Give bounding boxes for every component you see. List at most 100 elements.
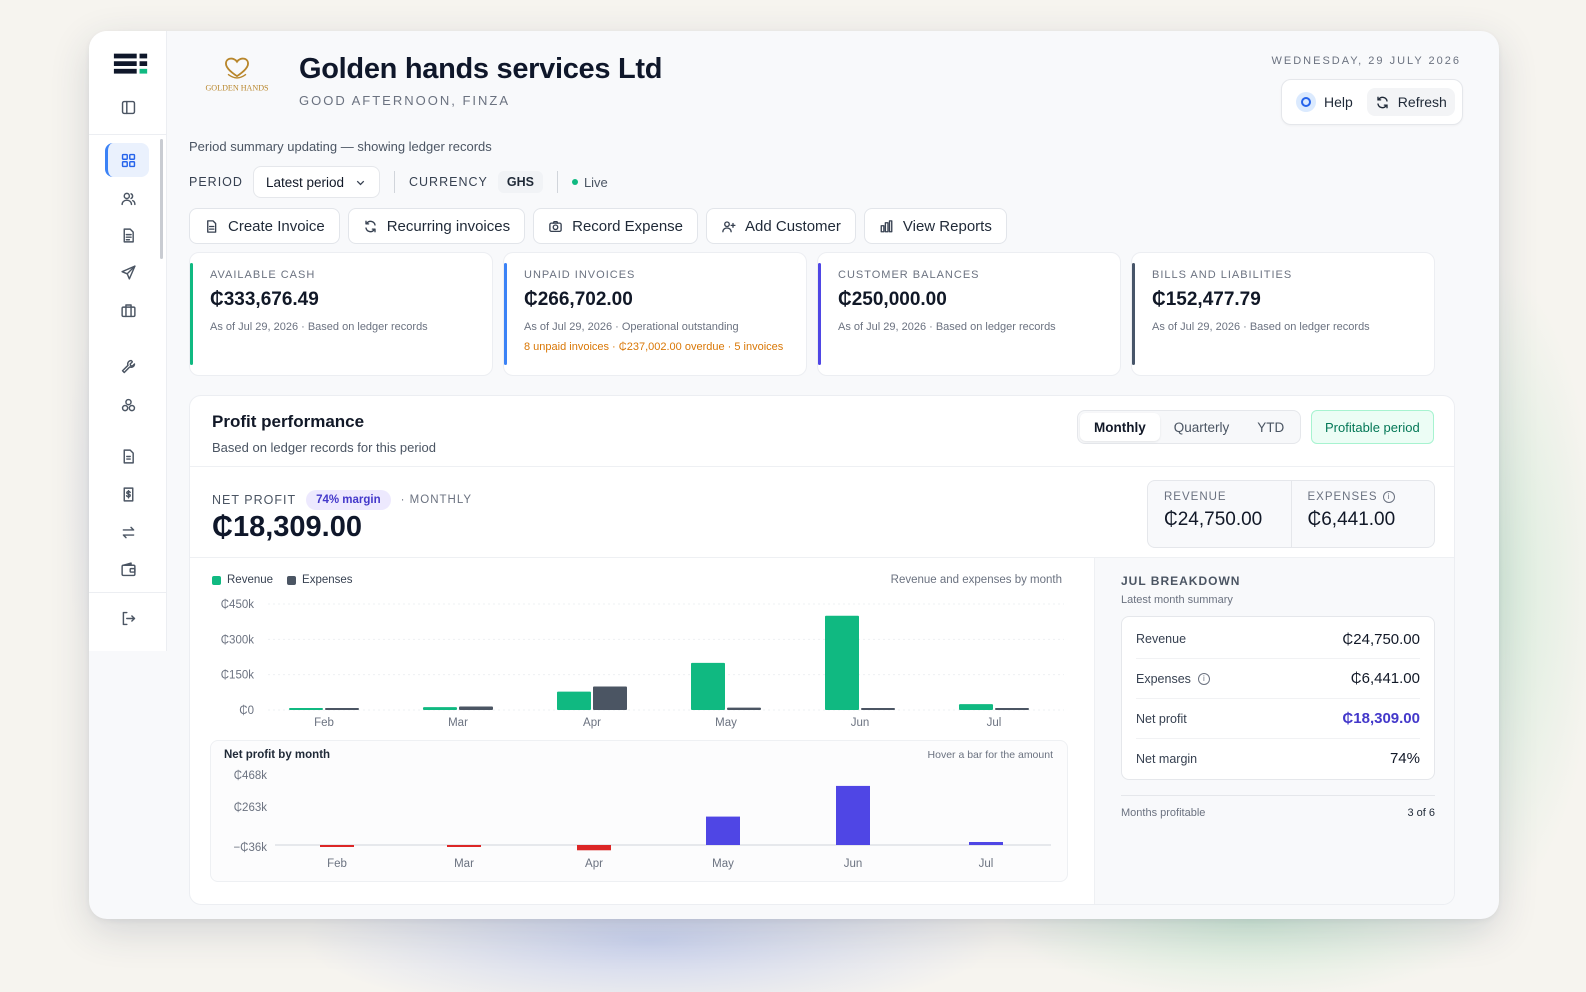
kpi-unpaid-invoices[interactable]: UNPAID INVOICES ₵266,702.00 As of Jul 29… — [503, 252, 807, 376]
sidebar-item-send[interactable] — [113, 257, 143, 287]
chart-area: ₵450k ₵300k ₵150k ₵0 Feb Mar Apr May Jun Jul Reve… — [190, 558, 1094, 904]
x-tick-label: Jun — [851, 717, 870, 729]
record-expense-button[interactable]: Record Expense — [533, 208, 699, 244]
sidebar-item-transfers[interactable] — [113, 517, 143, 547]
breakdown-subtitle: Latest month summary — [1121, 594, 1233, 606]
section-subtitle: Based on ledger records for this period — [212, 440, 437, 455]
tab-ytd[interactable]: YTD — [1257, 419, 1285, 435]
expenses-bar — [325, 708, 359, 710]
period-label: PERIOD — [189, 175, 243, 189]
sidebar-item-invoices[interactable] — [113, 220, 143, 250]
sidebar-item-wallet[interactable] — [113, 554, 143, 584]
app-window: GOLDEN HANDS Golden hands services Ltd G… — [89, 31, 1499, 919]
kpi-value: ₵333,676.49 — [210, 289, 319, 310]
expenses-bar — [861, 708, 895, 710]
transfer-icon — [122, 526, 134, 538]
breakdown-row-revenue: Revenue ₵24,750.00 — [1136, 630, 1420, 648]
months-profitable: Months profitable 3 of 6 — [1121, 807, 1435, 819]
recurring-invoices-button[interactable]: Recurring invoices — [347, 208, 526, 244]
kpi-value: ₵250,000.00 — [838, 289, 947, 310]
breakdown-card: Revenue ₵24,750.00 Expenses i ₵6,441.00 N… — [1121, 616, 1435, 780]
chart-caption: Revenue and expenses by month — [890, 574, 1062, 586]
x-tick-label: May — [712, 858, 734, 870]
sidebar-item-billing[interactable] — [113, 479, 143, 509]
net-profit-header: NET PROFIT 74% margin · MONTHLY — [212, 490, 472, 510]
breakdown-row-net-profit: Net profit ₵18,309.00 — [1136, 698, 1420, 738]
x-tick-label: May — [715, 717, 737, 729]
y-tick-label: ₵468k — [234, 770, 267, 782]
send-icon — [120, 264, 136, 280]
net-profit-bar — [836, 785, 870, 845]
document-icon — [123, 227, 134, 243]
sidebar-item-logout[interactable] — [113, 603, 143, 633]
kpi-value: ₵266,702.00 — [524, 289, 633, 310]
sidebar-item-tools[interactable] — [113, 351, 143, 381]
company-logo: GOLDEN HANDS — [201, 53, 273, 101]
sidebar-item-reports[interactable] — [113, 441, 143, 471]
current-date: WEDNESDAY, 29 JULY 2026 — [1271, 55, 1461, 67]
revenue-bar — [289, 708, 323, 710]
chart-hint: Hover a bar for the amount — [927, 749, 1053, 761]
dollar-document-icon — [123, 486, 133, 502]
sidebar-scrollbar[interactable] — [160, 139, 163, 259]
info-icon[interactable]: i — [1382, 491, 1395, 503]
refresh-button[interactable]: Refresh — [1366, 88, 1455, 116]
live-indicator: Live — [571, 175, 608, 190]
kpi-available-cash[interactable]: AVAILABLE CASH ₵333,676.49 As of Jul 29,… — [189, 252, 493, 376]
overdue-warning: 8 unpaid invoices · ₵237,002.00 overdue … — [524, 341, 784, 353]
wrench-icon — [121, 359, 135, 373]
net-loss-bar — [447, 845, 481, 847]
create-invoice-button[interactable]: Create Invoice — [189, 208, 340, 244]
month-breakdown: JUL BREAKDOWN Latest month summary Reven… — [1095, 558, 1454, 904]
brand-menu-icon[interactable] — [111, 49, 151, 83]
net-profit-bar — [969, 842, 1003, 845]
period-select[interactable]: Latest period — [252, 166, 380, 198]
x-tick-label: Mar — [448, 717, 468, 729]
tab-monthly[interactable]: Monthly — [1080, 413, 1160, 441]
chevron-down-icon — [356, 180, 365, 185]
revenue-bar — [959, 704, 993, 710]
revenue-expenses-summary: REVENUE ₵24,750.00 EXPENSES i ₵6,441.00 — [1147, 480, 1435, 548]
collapse-sidebar-icon[interactable] — [113, 92, 143, 122]
kpi-accent-bar — [190, 263, 193, 365]
kpi-bills-liabilities[interactable]: BILLS AND LIABILITIES ₵152,477.79 As of … — [1131, 252, 1435, 376]
users-icon — [120, 192, 136, 205]
revenue-swatch-icon — [212, 575, 221, 585]
help-button[interactable]: Help — [1288, 86, 1361, 118]
sidebar-item-dashboard[interactable] — [105, 143, 149, 177]
net-profit-bar — [706, 816, 740, 845]
briefcase-icon — [120, 303, 136, 317]
kpi-accent-bar — [818, 263, 821, 365]
report-icon — [123, 448, 134, 464]
view-reports-button[interactable]: View Reports — [863, 208, 1007, 244]
sidebar-item-integrations[interactable] — [113, 390, 143, 420]
y-tick-label: −₵36k — [233, 842, 267, 854]
sidebar-item-customers[interactable] — [113, 183, 143, 213]
sidebar-item-business[interactable] — [113, 295, 143, 325]
margin-badge: 74% margin — [306, 490, 391, 510]
info-icon[interactable]: i — [1197, 672, 1210, 685]
y-tick-label: ₵263k — [234, 802, 267, 814]
revenue-bar — [691, 662, 725, 710]
expenses-bar — [459, 706, 493, 710]
x-tick-label: Jul — [979, 858, 994, 870]
currency-chip[interactable]: GHS — [497, 171, 543, 193]
add-customer-button[interactable]: Add Customer — [706, 208, 856, 244]
x-tick-label: Jun — [844, 858, 863, 870]
legend-expenses: Expenses — [287, 574, 353, 586]
net-profit-chart-title: Net profit by month — [224, 749, 331, 761]
tab-quarterly[interactable]: Quarterly — [1173, 419, 1230, 435]
breakdown-row-net-margin: Net margin 74% — [1136, 738, 1420, 778]
kpi-customer-balances[interactable]: CUSTOMER BALANCES ₵250,000.00 As of Jul … — [817, 252, 1121, 376]
x-tick-label: Apr — [585, 858, 603, 870]
y-tick-label: ₵450k — [221, 599, 254, 611]
camera-icon — [549, 220, 562, 232]
expenses-bar — [727, 707, 761, 710]
bar-chart-icon — [880, 219, 893, 232]
y-tick-label: ₵300k — [221, 634, 254, 646]
company-name: Golden hands services Ltd — [299, 53, 663, 85]
breakdown-row-expenses: Expenses i ₵6,441.00 — [1136, 658, 1420, 698]
net-loss-bar — [320, 845, 354, 847]
document-icon — [207, 219, 217, 233]
grid-icon — [121, 153, 136, 167]
